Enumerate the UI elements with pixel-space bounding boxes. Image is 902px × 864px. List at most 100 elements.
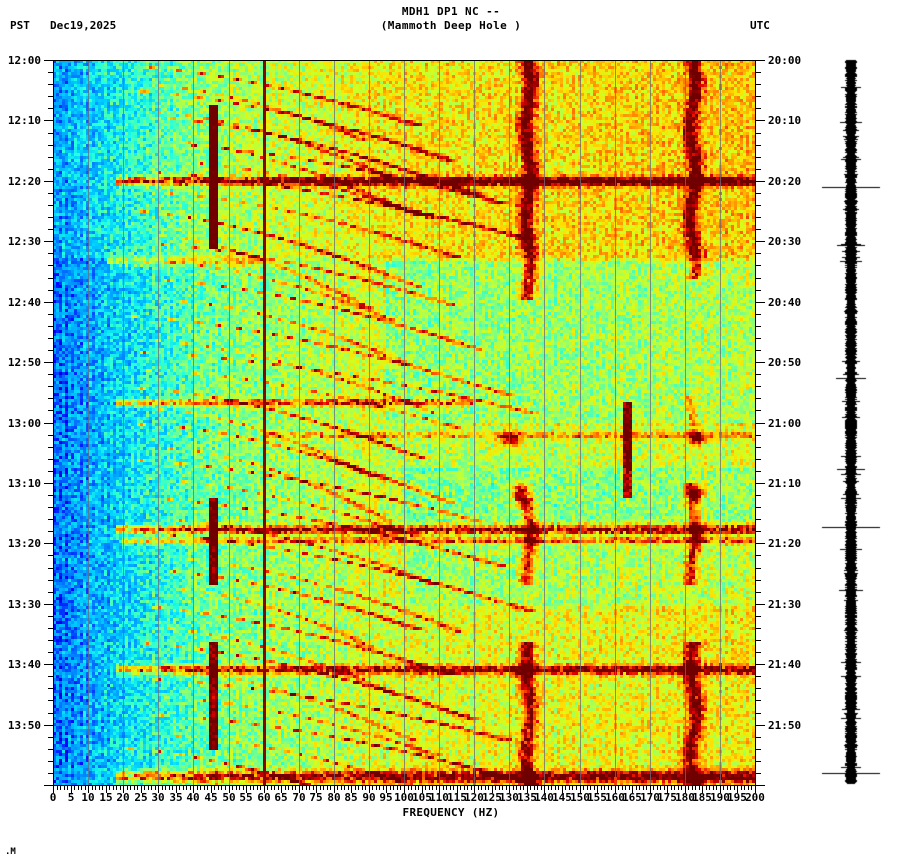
freq-minor-tick	[432, 786, 433, 790]
freq-minor-tick	[151, 786, 152, 790]
freq-minor-tick	[429, 786, 430, 790]
freq-major-tick	[544, 786, 545, 793]
right-minor-tick	[756, 507, 761, 508]
freq-minor-tick	[495, 786, 496, 790]
left-time-label: 12:00	[7, 54, 41, 67]
right-minor-tick	[756, 519, 761, 520]
seismogram-trace-panel	[820, 58, 882, 786]
frequency-tick-label: 95	[379, 791, 393, 804]
freq-minor-tick	[436, 786, 437, 790]
station-title: MDH1 DP1 NC --	[401, 5, 501, 18]
freq-major-tick	[685, 786, 686, 793]
freq-minor-tick	[267, 786, 268, 790]
left-major-tick	[44, 120, 53, 121]
freq-minor-tick	[730, 786, 731, 790]
freq-minor-tick	[688, 786, 689, 790]
freq-minor-tick	[565, 786, 566, 790]
freq-major-tick	[158, 786, 159, 793]
left-major-tick	[44, 604, 53, 605]
right-major-tick	[756, 120, 765, 121]
freq-minor-tick	[155, 786, 156, 790]
freq-minor-tick	[95, 786, 96, 790]
right-time-label: 21:50	[768, 719, 802, 732]
freq-minor-tick	[523, 786, 524, 790]
frequency-tick-label: 20	[116, 791, 130, 804]
freq-minor-tick	[636, 786, 637, 790]
freq-minor-tick	[692, 786, 693, 790]
frequency-tick-label: 145	[552, 791, 572, 804]
frequency-tick-label: 180	[675, 791, 695, 804]
freq-minor-tick	[183, 786, 184, 790]
right-minor-tick	[756, 459, 761, 460]
left-minor-tick	[48, 471, 53, 472]
left-minor-tick	[48, 773, 53, 774]
right-time-label: 21:20	[768, 537, 802, 550]
left-minor-tick	[48, 386, 53, 387]
spectrogram-plot[interactable]	[53, 60, 755, 785]
freq-major-tick	[509, 786, 510, 793]
freq-minor-tick	[569, 786, 570, 790]
freq-minor-tick	[611, 786, 612, 790]
axis-right-line	[755, 60, 756, 785]
freq-major-tick	[351, 786, 352, 793]
freq-minor-tick	[260, 786, 261, 790]
freq-minor-tick	[601, 786, 602, 790]
freq-minor-tick	[723, 786, 724, 790]
freq-minor-tick	[622, 786, 623, 790]
freq-major-tick	[71, 786, 72, 793]
left-major-tick	[44, 725, 53, 726]
freq-minor-tick	[365, 786, 366, 790]
freq-minor-tick	[706, 786, 707, 790]
freq-minor-tick	[443, 786, 444, 790]
frequency-tick-label: 165	[622, 791, 642, 804]
freq-minor-tick	[748, 786, 749, 790]
freq-minor-tick	[239, 786, 240, 790]
left-minor-tick	[48, 229, 53, 230]
right-minor-tick	[756, 676, 761, 677]
right-minor-tick	[756, 314, 761, 315]
freq-minor-tick	[186, 786, 187, 790]
freq-minor-tick	[337, 786, 338, 790]
freq-major-tick	[667, 786, 668, 793]
freq-minor-tick	[699, 786, 700, 790]
freq-minor-tick	[467, 786, 468, 790]
right-minor-tick	[756, 410, 761, 411]
right-minor-tick	[756, 386, 761, 387]
right-minor-tick	[756, 278, 761, 279]
right-major-tick	[756, 60, 765, 61]
right-minor-tick	[756, 72, 761, 73]
date-label: Dec19,2025	[50, 19, 117, 32]
freq-minor-tick	[278, 786, 279, 790]
left-minor-tick	[48, 217, 53, 218]
freq-major-tick	[386, 786, 387, 793]
left-time-label: 12:50	[7, 356, 41, 369]
freq-major-tick	[439, 786, 440, 793]
frequency-tick-label: 135	[517, 791, 537, 804]
freq-minor-tick	[179, 786, 180, 790]
frequency-tick-label: 25	[134, 791, 148, 804]
right-major-tick	[756, 664, 765, 665]
freq-minor-tick	[99, 786, 100, 790]
freq-minor-tick	[453, 786, 454, 790]
freq-minor-tick	[390, 786, 391, 790]
freq-minor-tick	[415, 786, 416, 790]
freq-minor-tick	[411, 786, 412, 790]
right-minor-tick	[756, 145, 761, 146]
freq-minor-tick	[330, 786, 331, 790]
left-minor-tick	[48, 96, 53, 97]
seismogram-trace-canvas	[820, 58, 882, 786]
freq-minor-tick	[741, 786, 742, 790]
left-minor-tick	[48, 314, 53, 315]
frequency-tick-label: 120	[464, 791, 484, 804]
freq-minor-tick	[537, 786, 538, 790]
freq-minor-tick	[165, 786, 166, 790]
freq-minor-tick	[137, 786, 138, 790]
freq-minor-tick	[450, 786, 451, 790]
right-minor-tick	[756, 84, 761, 85]
freq-minor-tick	[678, 786, 679, 790]
freq-minor-tick	[555, 786, 556, 790]
right-minor-tick	[756, 616, 761, 617]
left-minor-tick	[48, 640, 53, 641]
freq-minor-tick	[478, 786, 479, 790]
frequency-tick-label: 170	[640, 791, 660, 804]
